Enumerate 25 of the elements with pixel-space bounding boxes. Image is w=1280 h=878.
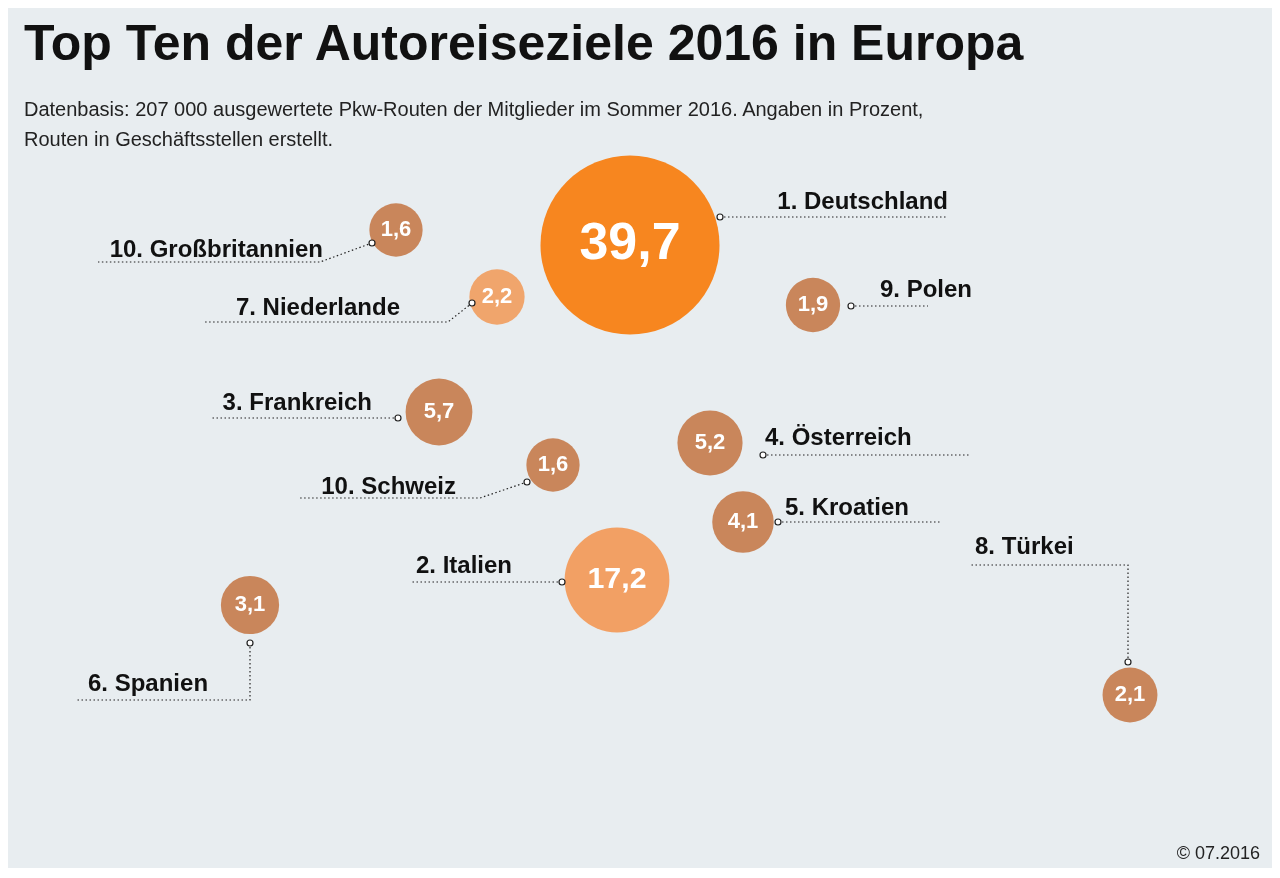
data-label: 2,2 bbox=[481, 283, 513, 309]
data-label: 5,7 bbox=[423, 398, 455, 424]
category-label: 7. Niederlande bbox=[235, 292, 400, 320]
category-label: 10. Großbritannien bbox=[109, 234, 323, 262]
category-label: 1. Deutschland bbox=[777, 186, 948, 214]
data-label: 1,9 bbox=[797, 291, 829, 317]
data-label: 1,6 bbox=[380, 216, 412, 242]
category-label: 6. Spanien bbox=[88, 668, 209, 696]
text: Datenbasis: 207 000 ausgewertete Pkw-Routen der Mitglieder im Sommer 2016. Angaben in Prozent, Routen in Geschäftsstellen erstellt. bbox=[24, 97, 925, 152]
data-label: 2,1 bbox=[1114, 681, 1146, 707]
text: Top Ten der Autoreiseziele 2016 in Europa bbox=[24, 14, 1024, 72]
data-label: 1,6 bbox=[537, 451, 569, 477]
category-label: 4. Österreich bbox=[765, 422, 912, 450]
data-label: 39,7 bbox=[579, 212, 681, 271]
text: © 07.2016 bbox=[1176, 843, 1260, 864]
category-label: 2. Italien bbox=[415, 550, 512, 578]
data-label: 17,2 bbox=[587, 560, 647, 595]
data-label: 3,1 bbox=[234, 591, 266, 617]
data-label: 4,1 bbox=[727, 508, 759, 534]
category-label: 3. Frankreich bbox=[222, 387, 372, 415]
category-label: 10. Schweiz bbox=[321, 471, 456, 499]
category-label: 8. Türkei bbox=[975, 531, 1074, 559]
category-label: 9. Polen bbox=[880, 274, 973, 302]
data-label: 5,2 bbox=[694, 429, 726, 455]
category-label: 5. Kroatien bbox=[785, 492, 910, 520]
